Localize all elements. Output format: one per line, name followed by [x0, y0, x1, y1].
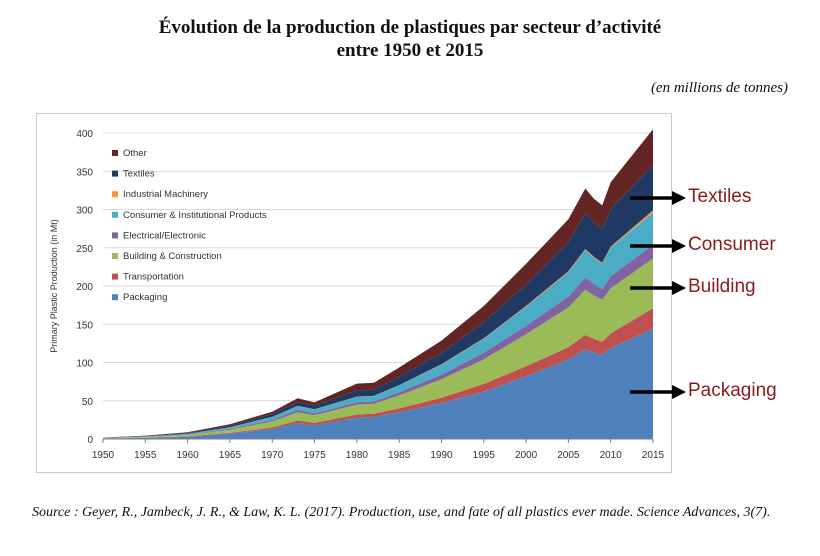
legend-swatch [112, 294, 118, 301]
x-tick-label: 1965 [219, 450, 242, 461]
annotation-label-consumer: Consumer [688, 234, 776, 255]
title-line-2: entre 1950 et 2015 [336, 40, 484, 61]
unit-note: (en millions de tonnes) [650, 80, 788, 96]
x-tick-label: 1975 [303, 450, 326, 461]
annotation-arrow [630, 384, 686, 405]
legend-swatch [112, 170, 118, 177]
legend-label: Textiles [123, 169, 155, 180]
annotation-arrow [630, 238, 686, 259]
y-tick-label: 0 [87, 435, 93, 446]
legend-label: Other [123, 148, 147, 159]
y-tick-label: 250 [76, 244, 93, 255]
x-tick-label: 1995 [473, 450, 496, 461]
x-tick-label: 2000 [515, 450, 538, 461]
legend-label: Packaging [123, 292, 167, 303]
legend-label: Consumer & Institutional Products [123, 210, 267, 221]
y-tick-label: 100 [76, 359, 93, 370]
legend-label: Building & Construction [123, 251, 222, 262]
chart-panel: 1950 1955 1960 1965 1970 1975 1980 1985 1990 1995… [36, 113, 672, 473]
x-tick-label: 2015 [642, 450, 665, 461]
axes: 1950 1955 1960 1965 1970 1975 1980 1985 1990 1995… [76, 129, 664, 461]
y-tick-label: 150 [76, 320, 93, 331]
annotation-label-packaging: Packaging [688, 380, 777, 401]
area-building-construction [103, 258, 653, 439]
x-tick-label: 2010 [600, 450, 623, 461]
chart-title: Évolution de la production de plastiques… [0, 16, 820, 62]
legend-swatch [112, 253, 118, 259]
legend-swatch [112, 232, 118, 239]
legend-swatch [112, 211, 118, 218]
legend-label: Electrical/Electronic [123, 230, 206, 241]
legend-label: Industrial Machinery [123, 189, 208, 200]
legend-swatch [112, 150, 118, 156]
y-tick-label: 400 [76, 129, 93, 140]
legend-swatch [112, 273, 118, 280]
annotation-label-building: Building [688, 276, 756, 297]
area-packaging [103, 328, 653, 439]
y-tick-label: 350 [76, 167, 93, 178]
x-tick-label: 1985 [388, 450, 411, 461]
annotation-label-textiles: Textiles [688, 186, 752, 207]
legend: Other Textiles Industrial Machinery Consume… [112, 148, 267, 303]
title-line-1: Évolution de la production de plastiques… [158, 17, 662, 38]
y-axis-label: Primary Plastic Production (in Mt) [49, 219, 59, 353]
x-tick-label: 2005 [557, 450, 580, 461]
y-tick-label: 200 [76, 282, 93, 293]
stacked-area-chart: 1950 1955 1960 1965 1970 1975 1980 1985 1990 1995… [49, 129, 665, 461]
annotation-arrow [630, 280, 686, 301]
gridlines [103, 132, 653, 402]
x-tick-label: 1960 [176, 450, 199, 461]
area-series [103, 129, 653, 439]
x-tick-label: 1970 [261, 450, 284, 461]
legend-label: Transportation [123, 272, 184, 283]
legend-swatch [112, 191, 118, 198]
source-note: Source : Geyer, R., Jambeck, J. R., & La… [32, 505, 771, 520]
annotation-arrow [630, 190, 686, 211]
x-tick-label: 1980 [346, 450, 369, 461]
x-tick-label: 1990 [430, 450, 453, 461]
y-tick-label: 300 [76, 206, 93, 217]
x-tick-label: 1950 [92, 450, 115, 461]
x-tick-label: 1955 [134, 450, 157, 461]
y-tick-label: 50 [82, 397, 94, 408]
